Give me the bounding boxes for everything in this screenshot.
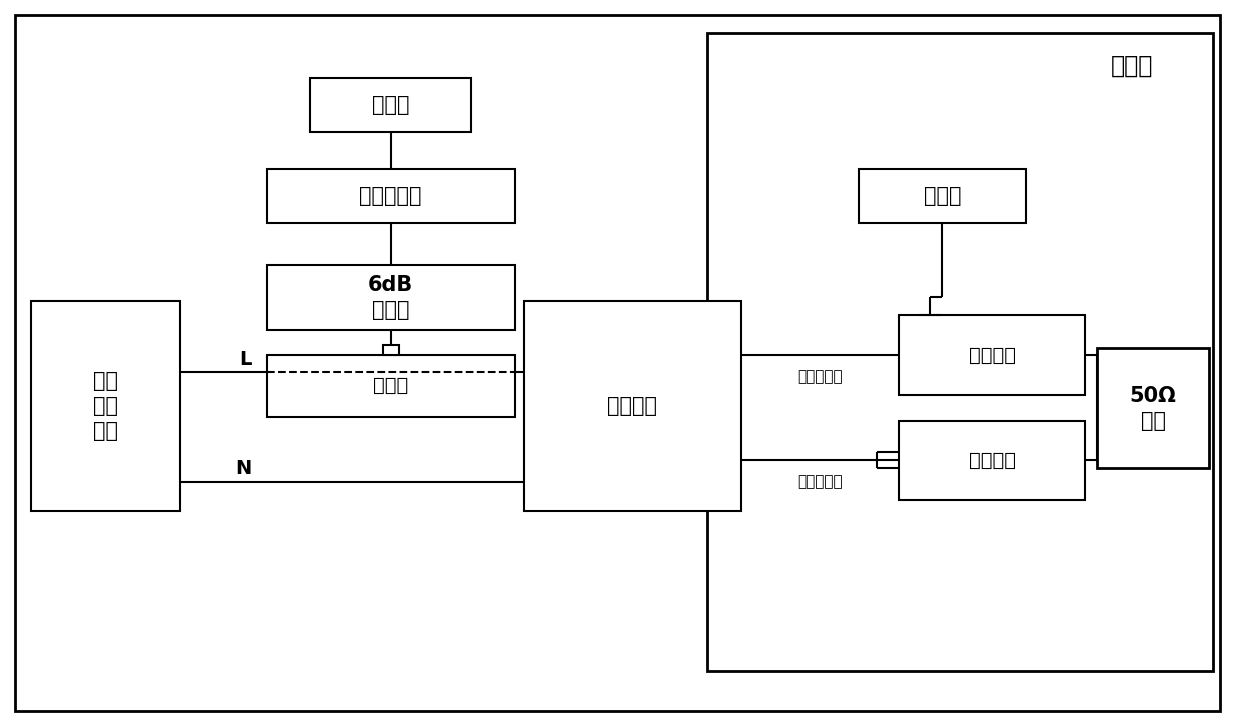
Text: N: N — [236, 459, 252, 478]
Text: 正极输出线: 正极输出线 — [797, 370, 843, 384]
Text: 接收机: 接收机 — [924, 186, 961, 206]
Bar — [523, 301, 740, 511]
Text: 功率放大器: 功率放大器 — [360, 186, 422, 206]
Bar — [267, 169, 515, 223]
Bar — [1097, 349, 1209, 468]
Bar — [899, 420, 1085, 500]
Text: 负极输出线: 负极输出线 — [797, 475, 843, 489]
Text: 50Ω
负载: 50Ω 负载 — [1130, 386, 1177, 431]
Bar — [267, 355, 515, 416]
Text: 电磁钓: 电磁钓 — [373, 376, 408, 395]
Text: 信号源: 信号源 — [372, 95, 409, 115]
Text: 屏蔽室: 屏蔽室 — [1111, 53, 1153, 78]
Bar — [267, 265, 515, 330]
Bar — [310, 78, 471, 133]
Text: 人工
电源
网络: 人工 电源 网络 — [93, 371, 118, 441]
Text: L: L — [239, 349, 252, 368]
Text: 6dB
衰减器: 6dB 衰减器 — [368, 275, 413, 320]
Text: 人工网络: 人工网络 — [968, 346, 1016, 365]
Bar — [31, 301, 180, 511]
Bar — [899, 315, 1085, 395]
Text: 人工网络: 人工网络 — [968, 451, 1016, 470]
Bar — [707, 33, 1213, 671]
Bar — [858, 169, 1027, 223]
Text: 开关电源: 开关电源 — [608, 396, 657, 416]
Bar — [382, 345, 399, 355]
